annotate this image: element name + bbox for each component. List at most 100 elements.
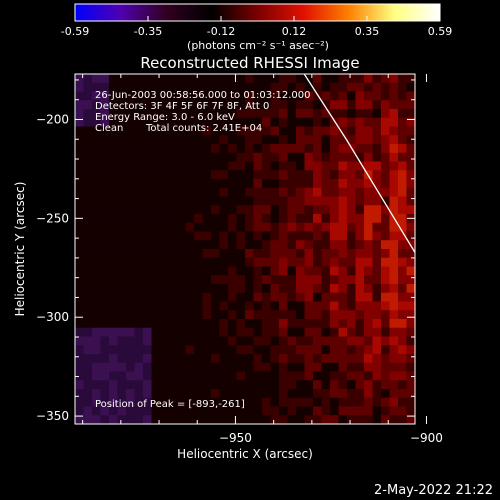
heatmap-cell	[75, 231, 84, 241]
heatmap-cell	[202, 144, 212, 154]
heatmap-cell	[364, 284, 373, 294]
heatmap-cell	[75, 310, 84, 320]
heatmap-cell	[364, 406, 373, 416]
heatmap-cell	[83, 179, 93, 189]
heatmap-cell	[406, 222, 415, 232]
heatmap-cell	[160, 301, 169, 311]
heatmap-cell	[262, 144, 271, 154]
heatmap-cell	[381, 292, 390, 302]
heatmap-cell	[279, 144, 288, 154]
heatmap-cell	[168, 196, 178, 206]
heatmap-cell	[372, 144, 382, 154]
heatmap-cell	[372, 117, 382, 127]
heatmap-cell	[100, 74, 110, 84]
heatmap-cell	[372, 345, 382, 355]
heatmap-cell	[202, 249, 212, 259]
heatmap-cell	[406, 397, 415, 407]
heatmap-cell	[109, 91, 118, 101]
heatmap-cell	[287, 109, 297, 119]
heatmap-cell	[338, 214, 348, 224]
heatmap-cell	[347, 397, 356, 407]
heatmap-cell	[160, 354, 169, 364]
heatmap-cell	[151, 415, 161, 424]
heatmap-cell	[398, 319, 407, 329]
heatmap-cell	[253, 389, 263, 399]
heatmap-cell	[313, 292, 322, 302]
heatmap-cell	[117, 179, 127, 189]
heatmap-cell	[279, 397, 288, 407]
heatmap-cell	[117, 275, 127, 285]
heatmap-cell	[279, 310, 288, 320]
heatmap-cell	[143, 389, 152, 399]
heatmap-cell	[211, 266, 220, 276]
heatmap-cell	[211, 135, 220, 145]
heatmap-cell	[287, 354, 297, 364]
heatmap-cell	[279, 205, 288, 215]
heatmap-cell	[160, 196, 169, 206]
heatmap-cell	[364, 310, 373, 320]
heatmap-cell	[330, 397, 339, 407]
heatmap-cell	[100, 362, 110, 372]
heatmap-cell	[202, 196, 212, 206]
heatmap-cell	[143, 257, 152, 267]
heatmap-cell	[143, 371, 152, 381]
heatmap-cell	[253, 170, 263, 180]
heatmap-cell	[262, 161, 271, 171]
heatmap-cell	[330, 362, 339, 372]
heatmap-cell	[321, 187, 331, 197]
heatmap-cell	[270, 91, 280, 101]
heatmap-cell	[194, 249, 203, 259]
heatmap-cell	[92, 91, 101, 101]
heatmap-cell	[151, 389, 161, 399]
heatmap-cell	[126, 109, 135, 119]
heatmap-cell	[177, 152, 186, 162]
heatmap-cell	[143, 222, 152, 232]
heatmap-cell	[228, 327, 237, 337]
heatmap-cell	[389, 310, 399, 320]
heatmap-cell	[83, 144, 93, 154]
heatmap-cell	[304, 179, 314, 189]
heatmap-cell	[270, 292, 280, 302]
heatmap-cell	[355, 91, 365, 101]
heatmap-cell	[83, 415, 93, 424]
heatmap-cell	[143, 240, 152, 250]
heatmap-cell	[92, 371, 101, 381]
heatmap-cell	[177, 222, 186, 232]
heatmap-cell	[406, 354, 415, 364]
heatmap-cell	[338, 327, 348, 337]
heatmap-cell	[364, 327, 373, 337]
heatmap-cell	[117, 205, 127, 215]
heatmap-cell	[364, 415, 373, 424]
heatmap-cell	[75, 117, 84, 127]
heatmap-cell	[117, 91, 127, 101]
heatmap-cell	[287, 170, 297, 180]
heatmap-cell	[381, 301, 390, 311]
heatmap-cell	[381, 231, 390, 241]
heatmap-cell	[228, 292, 237, 302]
heatmap-cell	[219, 170, 229, 180]
heatmap-cell	[253, 100, 263, 110]
heatmap-cell	[228, 82, 237, 92]
heatmap-cell	[134, 222, 144, 232]
heatmap-cell	[126, 284, 135, 294]
heatmap-cell	[381, 362, 390, 372]
heatmap-cell	[151, 345, 161, 355]
heatmap-cell	[177, 336, 186, 346]
axis-ticks: −950−900−850−200−250−300−350	[36, 74, 443, 445]
heatmap-cell	[202, 91, 212, 101]
heatmap-cell	[355, 362, 365, 372]
heatmap-cell	[406, 74, 415, 84]
heatmap-cell	[321, 301, 331, 311]
heatmap-cell	[202, 240, 212, 250]
heatmap-cell	[202, 292, 212, 302]
heatmap-cell	[228, 257, 237, 267]
heatmap-cell	[406, 284, 415, 294]
heatmap-cell	[228, 135, 237, 145]
heatmap-cell	[389, 135, 399, 145]
heatmap-cell	[364, 91, 373, 101]
colorbar-gradient	[74, 3, 441, 22]
heatmap-cell	[185, 214, 195, 224]
heatmap-cell	[211, 126, 220, 136]
heatmap-cell	[143, 292, 152, 302]
heatmap-cell	[219, 415, 229, 424]
